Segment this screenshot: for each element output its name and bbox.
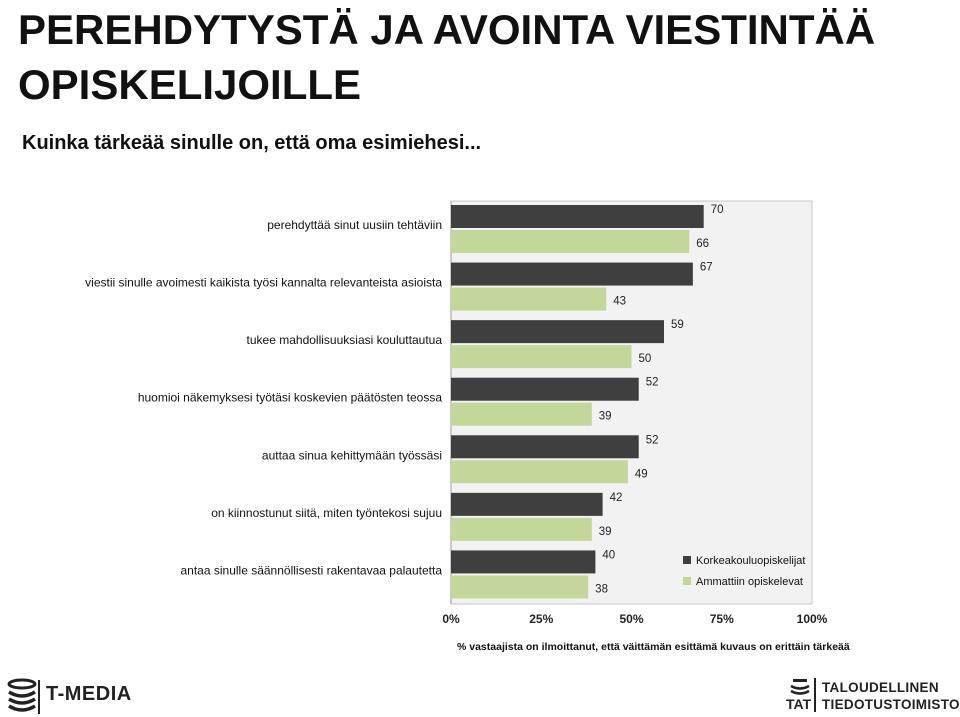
category-label: on kiinnostunut siitä, miten työntekosi … — [211, 506, 442, 520]
bar-ammatti — [451, 230, 690, 253]
tat-logo-divider — [814, 678, 816, 712]
bar-chart: perehdyttää sinut uusiin tehtäviin 70 66 vi… — [85, 200, 850, 653]
bar-korkeakoulu — [451, 262, 693, 286]
data-label: 52 — [646, 377, 659, 389]
plot-area — [450, 200, 813, 605]
bar-ammatti — [451, 460, 628, 484]
data-label: 38 — [595, 583, 608, 595]
data-label: 52 — [646, 434, 659, 446]
bar-ammatti — [451, 575, 589, 599]
t-media-stack-icon — [7, 678, 40, 714]
data-label: 50 — [639, 353, 652, 365]
bar-ammatti — [451, 287, 607, 311]
category-label: perehdyttää sinut uusiin tehtäviin — [267, 218, 442, 232]
x-tick-label: 100% — [797, 612, 828, 626]
tat-stack-icon — [790, 679, 810, 695]
data-label: 59 — [671, 319, 684, 331]
data-label: 42 — [610, 492, 623, 504]
bar-korkeakoulu — [451, 205, 704, 228]
tat-logo: TAT TALOUDELLINEN TIEDOTUSTOIMISTO — [786, 676, 960, 716]
tat-logo-line2: TIEDOTUSTOIMISTO — [822, 697, 960, 712]
data-label: 39 — [599, 411, 612, 423]
bar-ammatti — [451, 517, 592, 541]
bar-ammatti — [451, 345, 632, 369]
category-label: tukee mahdollisuuksiasi kouluttautua — [247, 333, 443, 347]
x-axis-label: % vastaajista on ilmoittanut, että väitt… — [457, 641, 850, 653]
legend-label: Ammattiin opiskelevat — [696, 576, 803, 588]
bar-korkeakoulu — [451, 435, 639, 459]
bar-ammatti — [451, 402, 592, 426]
data-label: 39 — [599, 526, 612, 538]
category-label: antaa sinulle säännöllisesti rakentavaa … — [180, 563, 442, 577]
tat-logo-line1: TALOUDELLINEN — [822, 680, 939, 695]
x-tick-label: 25% — [529, 612, 553, 626]
data-label: 66 — [696, 238, 709, 250]
t-media-logo: T-MEDIA — [4, 676, 134, 716]
tat-logo-abbr: TAT — [786, 696, 812, 712]
data-label: 40 — [602, 549, 615, 561]
legend-swatch — [683, 556, 691, 564]
bar-korkeakoulu — [451, 320, 664, 344]
legend-label: Korkeakouluopiskelijat — [696, 555, 805, 567]
category-label: huomioi näkemyksesi työtäsi koskevien pä… — [138, 391, 442, 405]
x-tick-label: 75% — [710, 612, 734, 626]
category-label: auttaa sinua kehittymään työssäsi — [262, 448, 442, 462]
category-label: viestii sinulle avoimesti kaikista työsi… — [85, 276, 442, 290]
data-label: 43 — [613, 296, 626, 308]
x-tick-label: 0% — [442, 612, 460, 626]
bar-korkeakoulu — [451, 377, 639, 401]
page-title: PEREHDYTYSTÄ JA AVOINTA VIESTINTÄÄ OPISK… — [18, 6, 876, 108]
x-tick-label: 50% — [619, 612, 643, 626]
data-label: 67 — [700, 262, 713, 274]
bar-korkeakoulu — [451, 492, 603, 516]
data-label: 49 — [635, 468, 648, 480]
legend-swatch — [683, 577, 691, 585]
page-subtitle: Kuinka tärkeää sinulle on, että oma esim… — [22, 132, 482, 154]
t-media-logo-text: T-MEDIA — [46, 683, 132, 705]
data-label: 70 — [711, 204, 724, 216]
bar-korkeakoulu — [451, 550, 596, 574]
